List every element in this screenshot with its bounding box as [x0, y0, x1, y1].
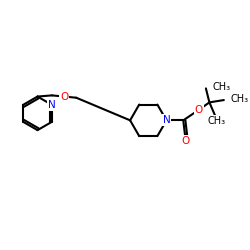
Text: CH₃: CH₃	[212, 82, 230, 92]
Text: O: O	[195, 105, 203, 115]
Text: O: O	[60, 92, 68, 102]
Text: CH₃: CH₃	[207, 116, 226, 126]
Text: O: O	[181, 136, 189, 146]
Text: CH₃: CH₃	[230, 94, 248, 104]
Text: N: N	[48, 100, 56, 110]
Text: N: N	[162, 115, 170, 125]
